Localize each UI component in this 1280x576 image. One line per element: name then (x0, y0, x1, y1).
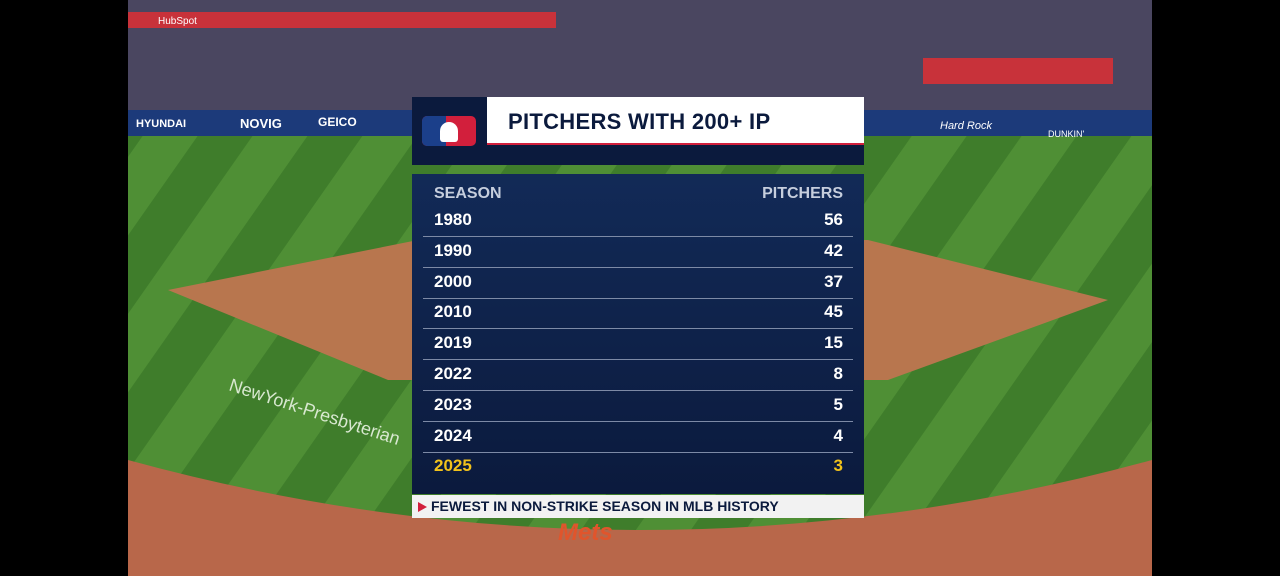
season: 1990 (434, 240, 472, 260)
row-separator (423, 420, 853, 422)
season: 2023 (434, 394, 472, 414)
season: 2010 (434, 302, 472, 322)
row-separator (423, 390, 853, 391)
title: PITCHERS WITH 200+ IP (508, 109, 771, 134)
pitchers: 4 (833, 425, 843, 445)
sign: HYUNDAI (136, 118, 186, 130)
sign: NOVIG (240, 116, 282, 131)
row-separator (423, 236, 853, 237)
header: PITCHERS WITH 200+ IP (412, 97, 864, 165)
pitchers: 37 (824, 271, 843, 291)
season: 1980 (434, 210, 472, 229)
stat-graphic: PITCHERS WITH 200+ IP SEASON PITCHERS 19… (412, 97, 864, 518)
column-header: SEASON (434, 185, 502, 202)
pitchers: 15 (824, 333, 843, 353)
column-header: PITCHERS (762, 185, 843, 202)
sign: DUNKIN' (1048, 129, 1085, 139)
pitchers: 5 (833, 394, 843, 414)
row-separator (423, 266, 853, 268)
pitchers: 8 (833, 364, 843, 383)
sign: HubSpot (158, 16, 197, 27)
season: 2019 (434, 333, 472, 353)
field-logo: Mets (558, 519, 613, 546)
table: SEASON PITCHERS 1980 56 1990 42 2000 37 2010 45… (412, 174, 864, 494)
pitchers: 42 (824, 240, 843, 260)
sign: Hard Rock (940, 120, 992, 132)
pitchers: 45 (824, 302, 843, 322)
mlb-logo (412, 97, 486, 165)
row-separator (423, 359, 853, 361)
row-separator (423, 297, 853, 299)
season: 2000 (434, 271, 472, 291)
pitchers: 3 (833, 456, 843, 476)
footer: FEWEST IN NON-STRIKE SEASON IN MLB HISTO… (412, 495, 864, 518)
season: 2022 (434, 364, 472, 383)
row-separator (423, 328, 853, 330)
pitchers: 56 (824, 210, 843, 229)
row-separator (423, 451, 853, 453)
title-box: PITCHERS WITH 200+ IP (487, 97, 864, 145)
season: 2024 (434, 425, 472, 445)
season: 2025 (434, 456, 472, 476)
sign: GEICO (318, 115, 357, 129)
footer-text: FEWEST IN NON-STRIKE SEASON IN MLB HISTO… (431, 498, 779, 514)
